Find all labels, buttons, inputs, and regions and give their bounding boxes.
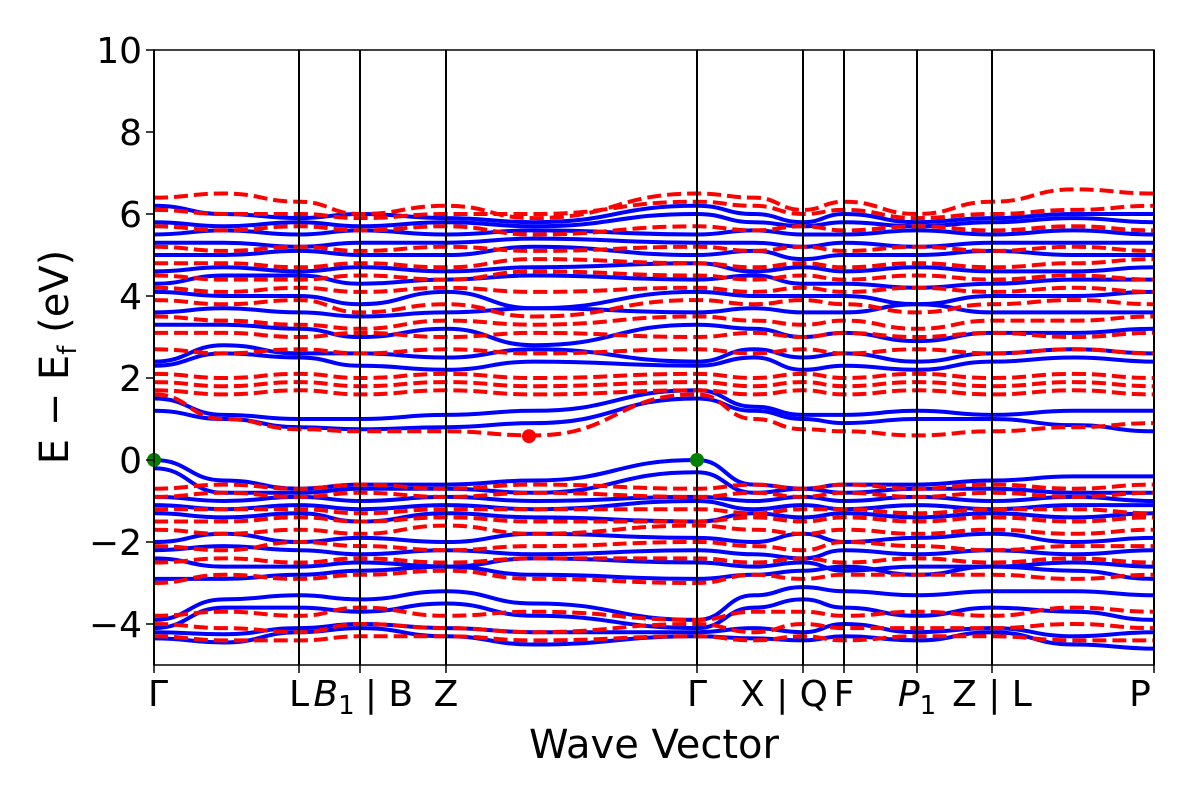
y-axis-title-main: E − E xyxy=(32,355,78,465)
x-tick-label-8: P1 xyxy=(898,674,936,721)
extremum-marker-2 xyxy=(522,429,536,444)
x-axis-title: Wave Vector xyxy=(529,722,780,768)
bands-layer xyxy=(153,187,1155,651)
spin-down-band-16 xyxy=(154,330,1155,340)
spin-down-band-25 xyxy=(153,187,1155,221)
spin-down-band-12 xyxy=(153,388,1155,397)
spin-down-band-10 xyxy=(153,482,1155,491)
y-axis-ticks: 10 8 6 4 2 0 −2 −4 xyxy=(89,31,154,646)
y-tick-label-5: 0 xyxy=(119,441,142,482)
y-tick-label-6: −2 xyxy=(89,523,142,564)
spin-down-band-13 xyxy=(153,380,1155,389)
spin-down-band-14 xyxy=(153,371,1155,381)
spin-down-band-22 xyxy=(153,244,1155,253)
spin-down-band-8 xyxy=(153,507,1155,516)
x-tick-label-7: F xyxy=(834,674,855,715)
x-tick-label-9: Z | L xyxy=(952,674,1032,715)
x-tick-label-5: Γ xyxy=(687,674,707,715)
spin-up-band-2 xyxy=(153,597,1155,631)
y-tick-label-2: 6 xyxy=(119,195,142,236)
x-tick-label-2: B1 xyxy=(313,674,354,721)
y-axis-title-sub: f xyxy=(53,345,83,355)
spin-down-band-19 xyxy=(153,285,1155,294)
y-tick-label-0: 10 xyxy=(96,31,142,72)
spin-up-band-18 xyxy=(153,302,1154,319)
y-axis-title-unit: (eV) xyxy=(32,250,78,346)
plot-frame xyxy=(153,49,1155,666)
spin-down-band-4 xyxy=(153,556,1155,565)
x-axis-ticks: Γ L B1 | B Z Γ X | Q F P1 Z | L P xyxy=(148,665,1155,721)
spin-down-band-7 xyxy=(154,515,1155,524)
x-tick-label-3: | B xyxy=(365,674,413,715)
spin-down-band-9 xyxy=(153,490,1155,499)
spin-up-band-23 xyxy=(154,236,1154,249)
spin-down-band-21 xyxy=(154,257,1155,270)
spin-down-band-17 xyxy=(153,314,1155,331)
spin-up-band-16 xyxy=(153,343,1155,364)
spin-down-band-11 xyxy=(153,392,1155,438)
spin-up-band-26 xyxy=(153,203,1154,225)
x-tick-label-4: Z xyxy=(434,674,459,715)
y-tick-label-3: 4 xyxy=(119,277,142,318)
x-tick-label-0: Γ xyxy=(148,674,168,715)
y-tick-label-7: −4 xyxy=(89,605,142,646)
spin-up-band-17 xyxy=(153,322,1155,348)
x-tick-label-10: P xyxy=(1129,674,1151,715)
x-tick-label-1: L xyxy=(289,674,309,715)
extremum-marker-1 xyxy=(690,453,704,467)
spin-down-band-0 xyxy=(153,634,1154,643)
extrema-markers xyxy=(147,429,704,467)
y-tick-label-4: 2 xyxy=(119,359,142,400)
spin-down-band-15 xyxy=(153,347,1155,356)
spin-down-band-18 xyxy=(153,298,1155,319)
spin-up-band-15 xyxy=(153,351,1155,372)
y-tick-label-1: 8 xyxy=(119,113,142,154)
y-axis-title: E − Ef (eV) xyxy=(32,250,83,465)
spin-up-band-19 xyxy=(153,289,1155,311)
spin-up-band-20 xyxy=(153,273,1154,290)
x-tick-label-6: X | Q xyxy=(740,674,828,715)
